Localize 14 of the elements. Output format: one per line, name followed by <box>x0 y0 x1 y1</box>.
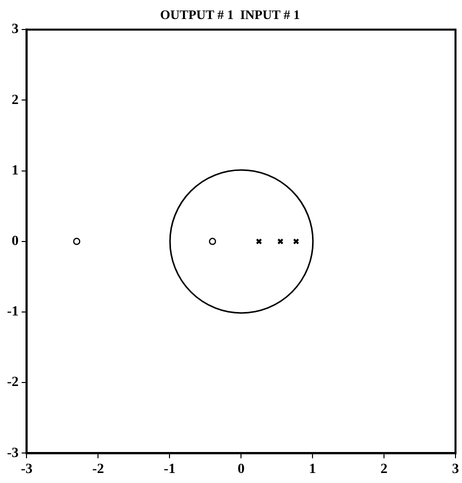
y-tick-label: 1 <box>12 163 19 178</box>
y-tick-label: 2 <box>12 92 19 108</box>
y-tick-label: 3 <box>12 22 19 38</box>
x-tick-label: 0 <box>238 462 245 478</box>
y-tick-label: -2 <box>6 375 19 390</box>
x-tick-label: 1 <box>309 462 316 478</box>
y-tick-label: -1 <box>6 304 19 320</box>
chart-title: OUTPUT # 1 INPUT # 1 <box>160 7 300 22</box>
y-tick-label: 0 <box>12 234 19 250</box>
x-tick-label: -1 <box>164 462 176 478</box>
x-tick-label: 2 <box>380 462 388 478</box>
y-tick-label: -3 <box>6 446 19 461</box>
x-tick-label: 3 <box>452 462 459 478</box>
x-tick-label: -2 <box>92 462 104 478</box>
